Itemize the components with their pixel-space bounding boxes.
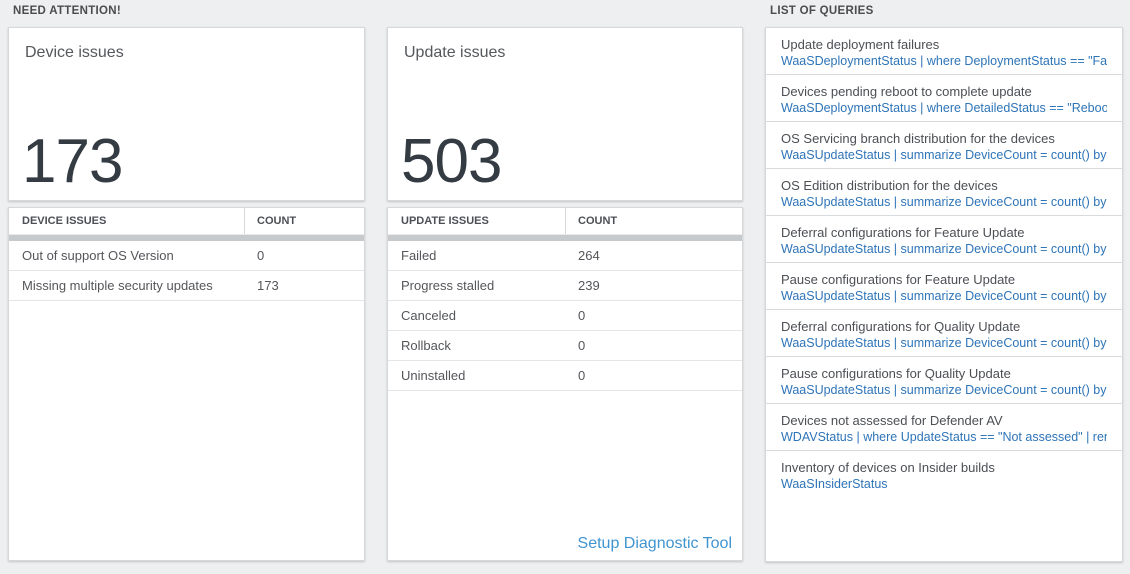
- issue-count: 264: [578, 248, 600, 263]
- query-title: Devices pending reboot to complete updat…: [781, 84, 1032, 99]
- device-issues-big-number: 173: [22, 126, 123, 196]
- table-row[interactable]: Out of support OS Version 0: [9, 241, 364, 271]
- query-title: Deferral configurations for Feature Upda…: [781, 225, 1025, 240]
- update-issues-column-header: UPDATE ISSUES: [401, 215, 489, 227]
- update-count-column-header: COUNT: [565, 208, 742, 234]
- device-issues-table: DEVICE ISSUES COUNT Out of support OS Ve…: [8, 207, 365, 561]
- query-list-item[interactable]: OS Servicing branch distribution for the…: [766, 122, 1122, 169]
- table-row[interactable]: Canceled 0: [388, 301, 742, 331]
- issue-count: 0: [257, 248, 265, 263]
- query-list-item[interactable]: Devices pending reboot to complete updat…: [766, 75, 1122, 122]
- list-of-queries-section-label: LIST OF QUERIES: [770, 5, 874, 17]
- query-title: Devices not assessed for Defender AV: [781, 413, 1003, 428]
- query-title: Update deployment failures: [781, 37, 940, 52]
- query-text[interactable]: WDAVStatus | where UpdateStatus == "Not …: [781, 430, 1107, 444]
- device-issues-tile[interactable]: Device issues 173: [8, 27, 365, 201]
- query-text[interactable]: WaaSDeploymentStatus | where DetailedSta…: [781, 101, 1107, 115]
- issue-count: 0: [578, 368, 586, 383]
- table-header-bar: [388, 235, 742, 241]
- table-row[interactable]: Failed 264: [388, 241, 742, 271]
- query-list-card: Update deployment failures WaaSDeploymen…: [765, 27, 1123, 562]
- device-issues-table-header: DEVICE ISSUES COUNT: [9, 208, 364, 235]
- table-row[interactable]: Missing multiple security updates 173: [9, 271, 364, 301]
- update-issues-table-header: UPDATE ISSUES COUNT: [388, 208, 742, 235]
- table-row[interactable]: Uninstalled 0: [388, 361, 742, 391]
- query-title: Inventory of devices on Insider builds: [781, 460, 995, 475]
- query-title: Deferral configurations for Quality Upda…: [781, 319, 1021, 334]
- device-issues-tile-title: Device issues: [25, 44, 124, 61]
- issue-count: 0: [578, 338, 586, 353]
- need-attention-section-label: NEED ATTENTION!: [13, 5, 121, 17]
- query-text[interactable]: WaaSUpdateStatus | summarize DeviceCount…: [781, 242, 1107, 256]
- issue-label: Missing multiple security updates: [22, 278, 213, 293]
- issue-count: 0: [578, 308, 586, 323]
- table-row[interactable]: Rollback 0: [388, 331, 742, 361]
- device-issues-column-header: DEVICE ISSUES: [22, 215, 107, 227]
- query-title: OS Edition distribution for the devices: [781, 178, 998, 193]
- query-list-item[interactable]: Pause configurations for Quality Update …: [766, 357, 1122, 404]
- issue-label: Progress stalled: [401, 278, 495, 293]
- update-issues-big-number: 503: [401, 126, 502, 196]
- query-text[interactable]: WaaSUpdateStatus | summarize DeviceCount…: [781, 336, 1107, 350]
- update-issues-tile[interactable]: Update issues 503: [387, 27, 743, 201]
- update-issues-tile-title: Update issues: [404, 44, 506, 61]
- device-count-column-header: COUNT: [244, 208, 364, 234]
- query-list-item[interactable]: OS Edition distribution for the devices …: [766, 169, 1122, 216]
- issue-count: 173: [257, 278, 279, 293]
- issue-label: Uninstalled: [401, 368, 466, 383]
- query-list-item[interactable]: Deferral configurations for Feature Upda…: [766, 216, 1122, 263]
- issue-label: Failed: [401, 248, 437, 263]
- issue-label: Out of support OS Version: [22, 248, 174, 263]
- query-list-item[interactable]: Pause configurations for Feature Update …: [766, 263, 1122, 310]
- query-text[interactable]: WaaSUpdateStatus | summarize DeviceCount…: [781, 383, 1107, 397]
- issue-label: Canceled: [401, 308, 456, 323]
- query-title: OS Servicing branch distribution for the…: [781, 131, 1055, 146]
- table-row[interactable]: Progress stalled 239: [388, 271, 742, 301]
- table-header-bar: [9, 235, 364, 241]
- query-list-item[interactable]: Inventory of devices on Insider builds W…: [766, 451, 1122, 498]
- query-text[interactable]: WaaSUpdateStatus | summarize DeviceCount…: [781, 289, 1107, 303]
- issue-label: Rollback: [401, 338, 451, 353]
- query-text[interactable]: WaaSDeploymentStatus | where DeploymentS…: [781, 54, 1107, 68]
- issue-count: 239: [578, 278, 600, 293]
- query-text[interactable]: WaaSUpdateStatus | summarize DeviceCount…: [781, 148, 1107, 162]
- query-list-item[interactable]: Devices not assessed for Defender AV WDA…: [766, 404, 1122, 451]
- query-text[interactable]: WaaSInsiderStatus: [781, 477, 888, 491]
- update-issues-table: UPDATE ISSUES COUNT Failed 264 Progress …: [387, 207, 743, 561]
- query-list-item[interactable]: Update deployment failures WaaSDeploymen…: [766, 28, 1122, 75]
- query-title: Pause configurations for Feature Update: [781, 272, 1016, 287]
- query-list-item[interactable]: Deferral configurations for Quality Upda…: [766, 310, 1122, 357]
- setup-diagnostic-tool-link[interactable]: Setup Diagnostic Tool: [577, 535, 732, 552]
- query-title: Pause configurations for Quality Update: [781, 366, 1011, 381]
- query-text[interactable]: WaaSUpdateStatus | summarize DeviceCount…: [781, 195, 1107, 209]
